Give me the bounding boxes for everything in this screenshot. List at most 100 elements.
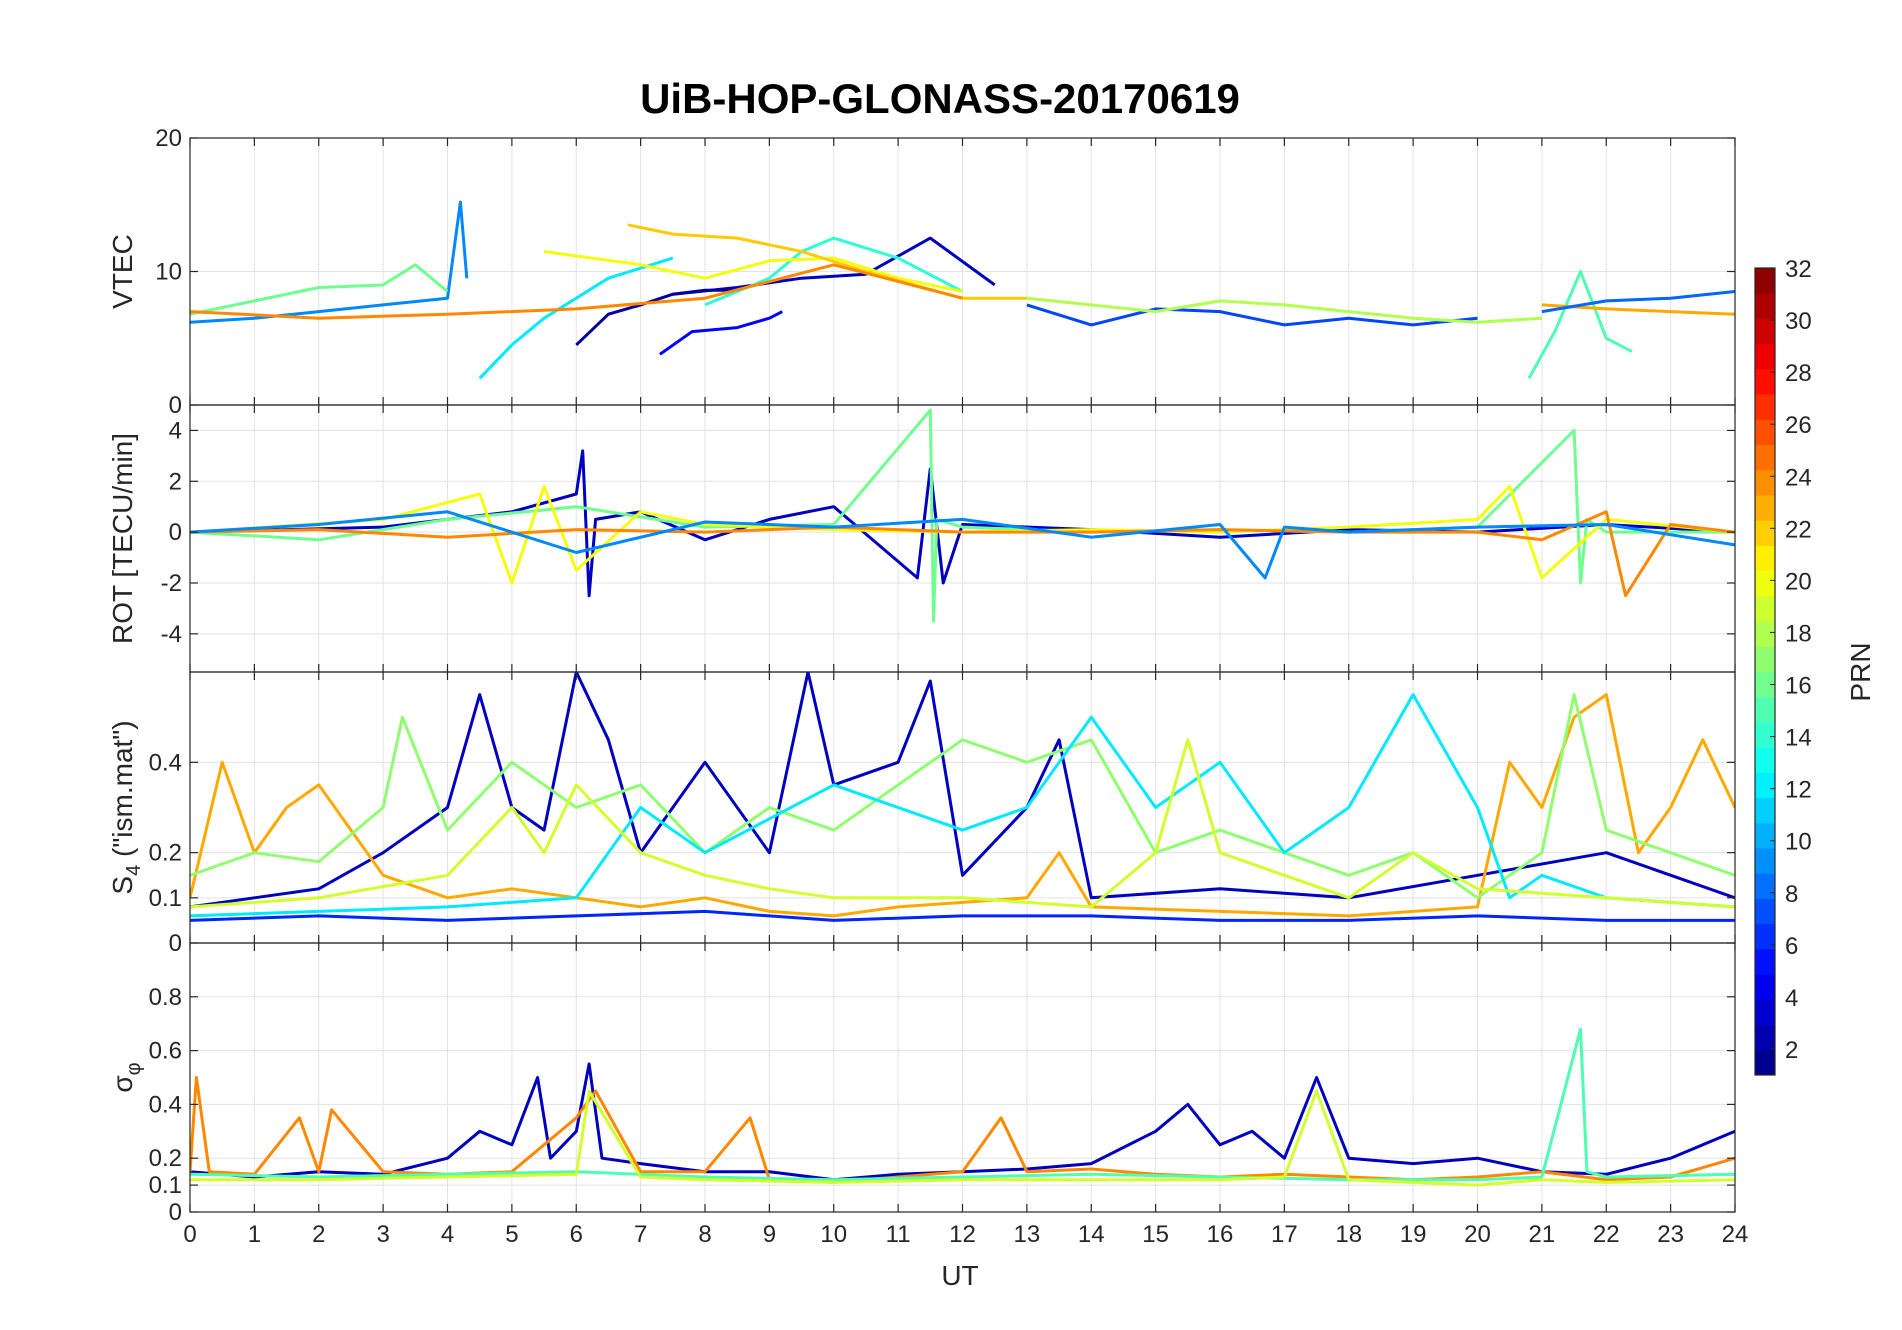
y-axis-label-rot: ROT [TECU/min]	[107, 433, 138, 644]
colorbar-label: PRN	[1845, 642, 1876, 701]
series-line-prn-19	[190, 1089, 1735, 1187]
y-tick-label: 0	[169, 930, 182, 957]
colorbar-segment	[1755, 520, 1775, 546]
x-axis-label: UT	[941, 1260, 978, 1291]
colorbar-tick-label: 6	[1785, 933, 1798, 960]
series-line-prn-3	[672, 236, 996, 296]
series-line-prn-15	[190, 1027, 1735, 1182]
colorbar-segment	[1755, 494, 1775, 521]
series-group	[190, 1027, 1735, 1187]
x-tick-label: 9	[763, 1221, 776, 1248]
colorbar-segment	[1755, 570, 1775, 597]
series-line-prn-9	[190, 510, 1735, 580]
x-tick-label: 1	[248, 1221, 261, 1248]
series-group	[190, 200, 1735, 380]
colorbar-segment	[1755, 772, 1775, 799]
colorbar-frame	[1754, 267, 1776, 1076]
colorbar-segment	[1755, 646, 1775, 672]
y-tick-label: 0.4	[149, 749, 182, 776]
x-tick-label: 7	[634, 1221, 647, 1248]
colorbar-segment	[1755, 595, 1775, 622]
x-tick-label: 8	[698, 1221, 711, 1248]
colorbar-segment	[1755, 873, 1775, 899]
x-tick-label: 4	[441, 1221, 454, 1248]
colorbar-tick-label: 8	[1785, 881, 1798, 908]
colorbar-segment	[1755, 444, 1775, 471]
colorbar-segment	[1755, 621, 1775, 647]
colorbar-segment	[1755, 999, 1775, 1026]
series-line-prn-3	[190, 1062, 1735, 1182]
x-tick-label: 13	[1014, 1221, 1041, 1248]
panel-s4: 0 0.1 0.2 0.4S4 ("ism.mat")	[107, 671, 1736, 957]
colorbar-segment	[1755, 671, 1775, 698]
series-group	[190, 672, 1735, 922]
x-tick-label: 12	[949, 1221, 976, 1248]
x-tick-label: 6	[570, 1221, 583, 1248]
series-line-prn-12	[478, 256, 674, 380]
colorbar-tick-label: 4	[1785, 985, 1798, 1012]
x-tick-label: 14	[1078, 1221, 1105, 1248]
x-tick-label: 22	[1593, 1221, 1620, 1248]
series-line-prn-2	[575, 288, 738, 346]
series-line-prn-7	[1026, 303, 1478, 327]
colorbar-segment	[1755, 394, 1775, 420]
colorbar-segment	[1755, 419, 1775, 446]
colorbar-segment	[1755, 343, 1775, 370]
colorbar-segment	[1755, 696, 1775, 723]
x-tick-label: 23	[1657, 1221, 1684, 1248]
colorbar-tick-label: 32	[1785, 256, 1812, 283]
x-tick-label: 19	[1400, 1221, 1427, 1248]
series-line-prn-18	[1026, 296, 1542, 324]
y-tick-label: 0.8	[149, 984, 182, 1011]
x-tick-label: 3	[376, 1221, 389, 1248]
colorbar-segment	[1755, 1049, 1775, 1076]
x-tick-label: 10	[820, 1221, 847, 1248]
x-tick-label: 18	[1335, 1221, 1362, 1248]
y-tick-label: 0	[169, 392, 182, 419]
x-tick-label: 15	[1142, 1221, 1169, 1248]
colorbar-tick-label: 24	[1785, 464, 1812, 491]
x-tick-label: 17	[1271, 1221, 1298, 1248]
x-tick-labels: 0 1 2 3 4 5 6 7 8 9 10 11 12 13 14 15 16 17 18 19 20 21 22 23 24	[183, 1221, 1748, 1248]
colorbar-tick-label: 30	[1785, 308, 1812, 335]
x-tick-label: 24	[1722, 1221, 1749, 1248]
colorbar-segment	[1755, 797, 1775, 824]
series-line-prn-9	[190, 200, 469, 324]
y-tick-label: 10	[155, 259, 182, 286]
y-tick-label: 0.1	[149, 1172, 182, 1199]
y-tick-label: 4	[169, 417, 182, 444]
colorbar-tick-label: 16	[1785, 673, 1812, 700]
colorbar-tick-label: 28	[1785, 360, 1812, 387]
series-line-prn-14	[704, 236, 964, 307]
y-tick-label: 0.4	[149, 1091, 182, 1118]
x-tick-label: 21	[1529, 1221, 1556, 1248]
colorbar-segment	[1755, 293, 1775, 319]
y-tick-label: -4	[161, 621, 182, 648]
colorbar-segment	[1755, 268, 1775, 294]
x-tick-label: 20	[1464, 1221, 1491, 1248]
colorbar-tick-label: 18	[1785, 620, 1812, 647]
series-line-prn-3	[190, 449, 1735, 598]
series-line-prn-3	[190, 672, 1735, 909]
chart-title: UiB-HOP-GLONASS-20170619	[640, 75, 1240, 122]
x-tick-label: 0	[183, 1221, 196, 1248]
series-line-prn-16	[190, 263, 449, 316]
series-line-prn-5	[659, 310, 783, 356]
panel-vtec: 0 10 20 VTEC	[107, 125, 1736, 419]
colorbar-segment	[1755, 545, 1775, 572]
series-group	[190, 408, 1735, 623]
series-line-prn-23	[190, 693, 1735, 918]
x-tick-label: 16	[1207, 1221, 1234, 1248]
y-tick-label: -2	[161, 570, 182, 597]
colorbar-segment	[1755, 822, 1775, 849]
y-axis-label-s4: S4 ("ism.mat")	[107, 720, 145, 894]
colorbar-segment	[1755, 948, 1775, 975]
colorbar-segment	[1755, 469, 1775, 496]
y-tick-label: 0.2	[149, 840, 182, 867]
colorbar-tick-label: 2	[1785, 1037, 1798, 1064]
panel-rot: -4 -2 0 2 4 ROT [TECU/min]	[107, 404, 1736, 673]
series-line-prn-20	[543, 250, 963, 293]
series-line-prn-24	[190, 263, 963, 320]
